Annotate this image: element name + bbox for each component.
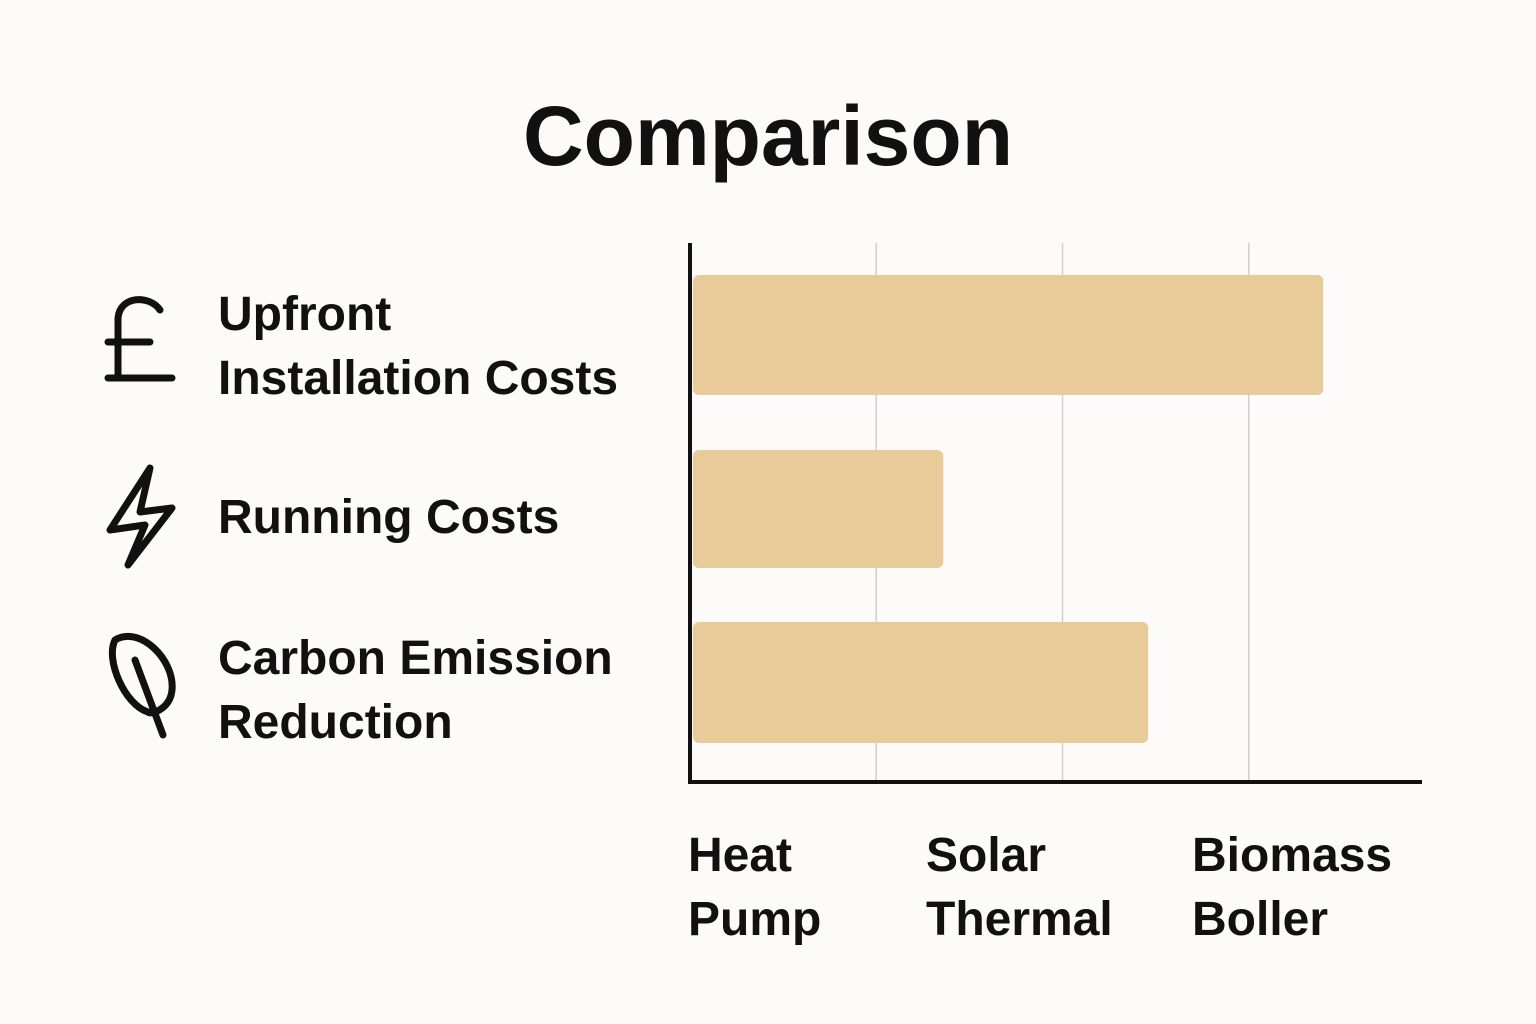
- x-label: Heat Pump: [688, 829, 822, 946]
- row-label: Upfront Installation Costs: [218, 288, 619, 405]
- row-label: Running Costs: [218, 491, 560, 544]
- x-label: Solar Thermal: [926, 829, 1113, 946]
- row-label: Carbon Emission Reduction: [218, 632, 613, 749]
- chart-title: Comparison: [522, 89, 1014, 183]
- bar: [693, 450, 944, 568]
- bolt-icon: [106, 464, 176, 569]
- bar: [693, 622, 1149, 743]
- x-label: Biomass Boller: [1192, 829, 1393, 946]
- leaf-icon: [108, 632, 176, 739]
- pound-icon: [104, 296, 176, 382]
- icons: [104, 296, 176, 739]
- bar: [693, 275, 1324, 395]
